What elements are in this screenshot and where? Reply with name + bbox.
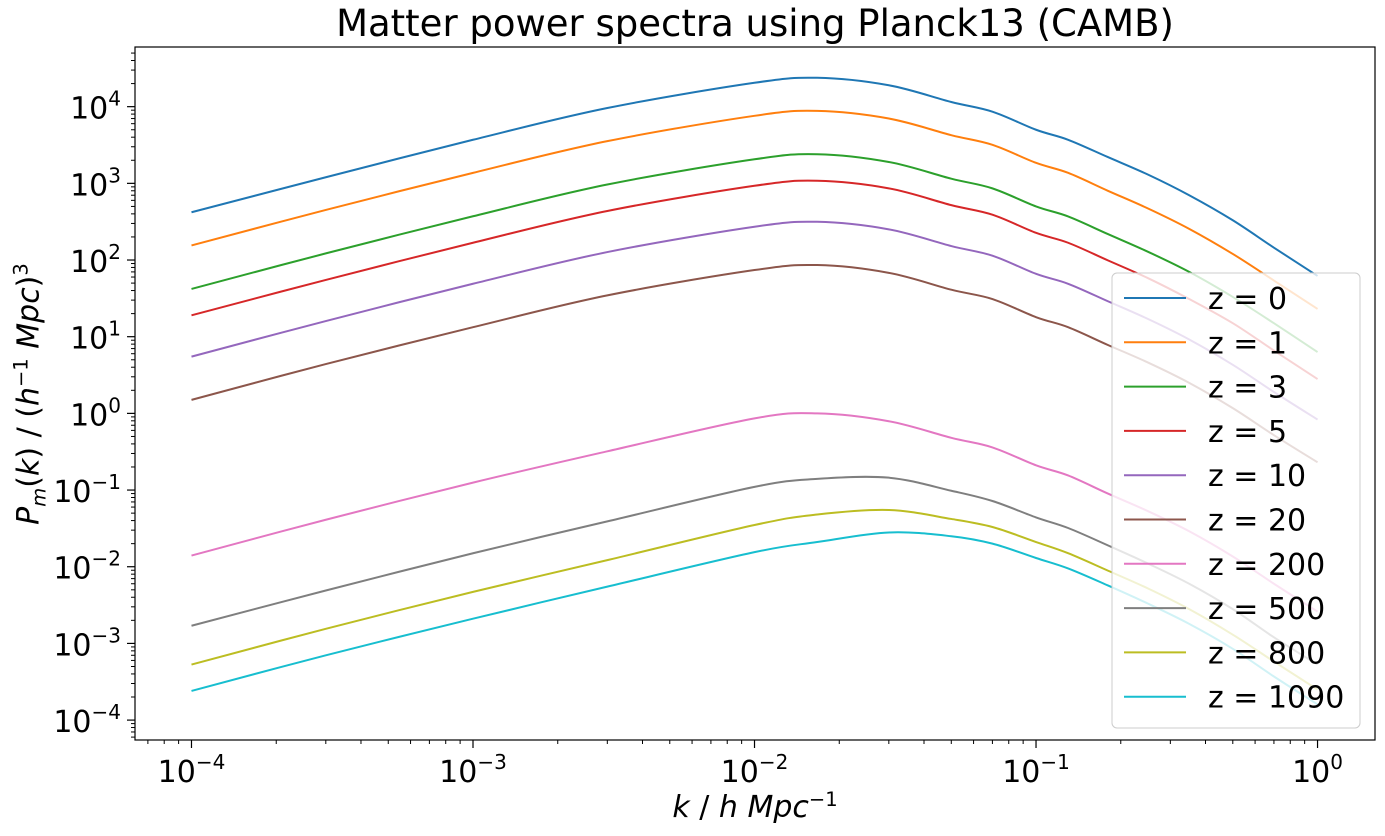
legend-label: z = 1 <box>1208 326 1287 361</box>
y-tick-label: 103 <box>70 163 121 203</box>
series-line-2 <box>191 153 1319 353</box>
plot-frame <box>134 46 1376 741</box>
y-tick-label: 100 <box>70 393 121 433</box>
legend: z = 0 z = 1 z = 3 z = 5 z = 10 z = 20 z = 200 z… <box>1111 272 1361 729</box>
series-line-0 <box>191 76 1319 277</box>
y-tick-label: 10−2 <box>53 547 121 587</box>
y-tick-label: 10−4 <box>53 700 121 740</box>
legend-label: z = 20 <box>1208 504 1306 539</box>
series-line-1 <box>191 109 1319 310</box>
legend-label: z = 5 <box>1208 415 1287 450</box>
y-tick-label: 10−3 <box>53 623 121 663</box>
minor-ticks <box>131 52 1306 744</box>
legend-label: z = 1090 <box>1208 681 1344 716</box>
x-tick-label: 10−2 <box>721 750 789 790</box>
legend-label: z = 3 <box>1208 371 1287 406</box>
legend-label: z = 10 <box>1208 459 1306 494</box>
legend-label: z = 200 <box>1208 548 1325 583</box>
x-tick-label: 10−4 <box>158 750 226 790</box>
x-tick-label: 100 <box>1292 750 1343 790</box>
x-tick-label: 10−1 <box>1002 750 1070 790</box>
legend-label: z = 0 <box>1208 282 1287 317</box>
legend-label: z = 500 <box>1208 592 1325 627</box>
y-tick-label: 102 <box>70 240 121 280</box>
y-tick-label: 104 <box>70 87 121 127</box>
legend-label: z = 800 <box>1208 636 1325 671</box>
x-axis-label: k / h Mpc−1 <box>672 788 838 825</box>
y-axis-label: Pm(k) / (h−1 Mpc)3 <box>9 263 51 525</box>
y-tick-label: 10−1 <box>53 470 121 510</box>
y-tick-label: 101 <box>70 317 121 357</box>
x-tick-label: 10−3 <box>439 750 507 790</box>
chart-title: Matter power spectra using Planck13 (CAM… <box>336 2 1174 45</box>
y-axis-ticks: 10−4 10−3 10−2 10−1 100 101 102 103 104 <box>53 87 135 740</box>
x-axis-ticks: 10−4 10−3 10−2 10−1 100 <box>158 740 1343 790</box>
